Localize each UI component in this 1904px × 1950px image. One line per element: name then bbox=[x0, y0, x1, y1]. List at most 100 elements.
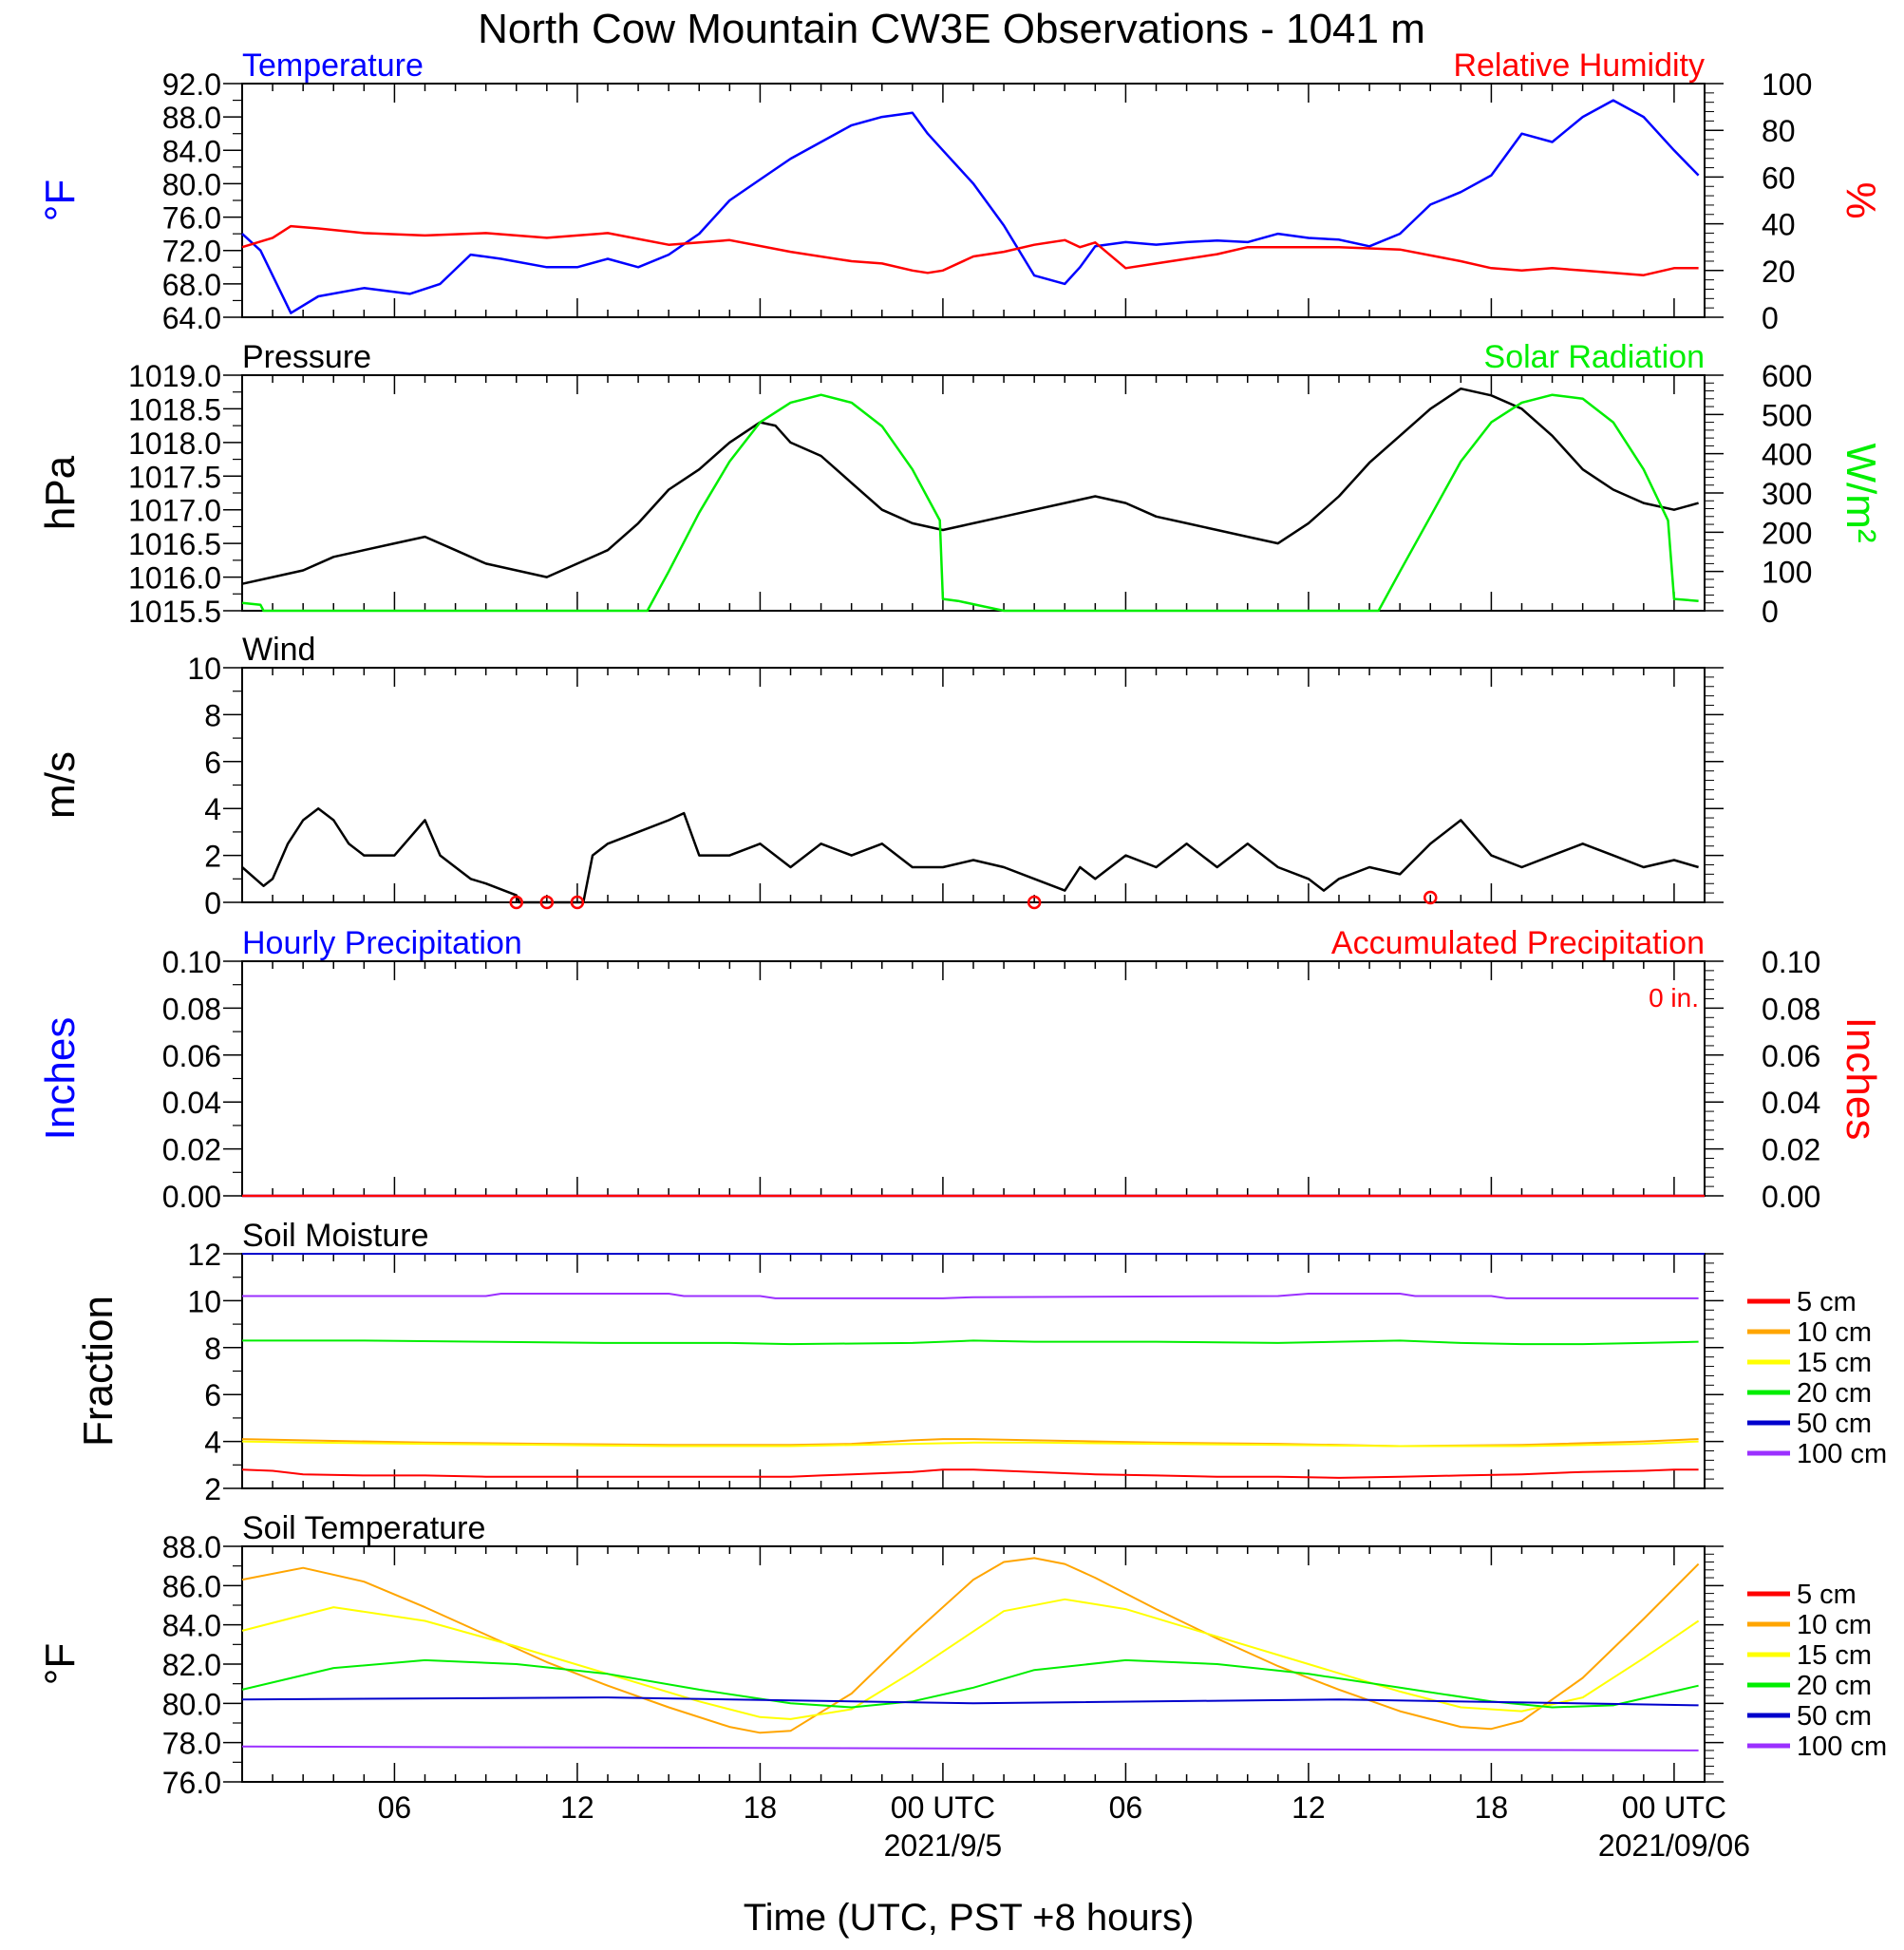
y-left-tick-label: 80.0 bbox=[162, 167, 221, 201]
y-left-tick-label: 10 bbox=[187, 652, 221, 686]
x-tick-label: 12 bbox=[1291, 1790, 1326, 1825]
plot-frame bbox=[241, 1253, 1706, 1489]
y-right-tick-label: 0.04 bbox=[1762, 1086, 1820, 1120]
y-left-tick-label: 1018.0 bbox=[128, 426, 221, 461]
x-tick-label: 18 bbox=[1475, 1790, 1509, 1825]
plot-frame bbox=[241, 667, 1706, 903]
y-right-tick-label: 0 bbox=[1762, 595, 1779, 629]
y-right-tick-label: 0.02 bbox=[1762, 1133, 1820, 1167]
y-right-tick-label: 0.08 bbox=[1762, 992, 1820, 1026]
y-left-tick-label: 6 bbox=[204, 746, 221, 780]
calm-wind-marker bbox=[509, 895, 523, 910]
y-left-tick-label: 8 bbox=[204, 1332, 221, 1366]
y-left-tick-label: 1019.0 bbox=[128, 359, 221, 393]
legend-label: 5 cm bbox=[1797, 1287, 1857, 1317]
y-right-tick-label: 20 bbox=[1762, 255, 1796, 289]
y-left-tick-label: 88.0 bbox=[162, 1530, 221, 1564]
y-left-axis-label: °F bbox=[37, 1643, 84, 1685]
series-line-wind bbox=[241, 806, 1699, 904]
x-tick-label: 06 bbox=[1109, 1790, 1143, 1825]
panel-left-title: Pressure bbox=[242, 339, 371, 375]
calm-wind-marker bbox=[1027, 895, 1042, 910]
y-right-tick-label: 60 bbox=[1762, 161, 1796, 195]
plot-frame bbox=[241, 960, 1706, 1197]
y-left-tick-label: 64.0 bbox=[162, 301, 221, 335]
x-tick-label: 00 UTC bbox=[1622, 1790, 1726, 1825]
y-left-axis-label: Fraction bbox=[75, 1296, 122, 1447]
y-right-tick-label: 40 bbox=[1762, 208, 1796, 242]
y-left-axis-label: °F bbox=[37, 180, 84, 221]
legend-label: 100 cm bbox=[1797, 1732, 1887, 1762]
y-left-tick-label: 76.0 bbox=[162, 201, 221, 236]
y-left-tick-label: 0.02 bbox=[162, 1133, 221, 1167]
series-line-relative-humidity bbox=[241, 224, 1699, 276]
y-left-tick-label: 86.0 bbox=[162, 1569, 221, 1603]
panel-right-title: Solar Radiation bbox=[1484, 339, 1705, 375]
y-right-tick-label: 600 bbox=[1762, 359, 1812, 393]
y-right-tick-label: 0.06 bbox=[1762, 1039, 1820, 1073]
y-right-tick-label: 0.00 bbox=[1762, 1180, 1820, 1214]
y-left-tick-label: 8 bbox=[204, 698, 221, 732]
legend-label: 10 cm bbox=[1797, 1317, 1872, 1348]
y-right-tick-label: 100 bbox=[1762, 67, 1812, 102]
y-left-axis-label: hPa bbox=[37, 455, 84, 530]
y-right-tick-label: 80 bbox=[1762, 114, 1796, 148]
series-line-10-cm bbox=[241, 1557, 1700, 1734]
plot-frame bbox=[241, 374, 1706, 612]
figure-title: North Cow Mountain CW3E Observations - 1… bbox=[478, 6, 1425, 52]
y-right-tick-label: 400 bbox=[1762, 438, 1812, 472]
panel-soil_temp: 76.0 78.0 80.0 82.0 84.0 86.0 88.0 Soil Tempera… bbox=[37, 1510, 1887, 1800]
series-line-5-cm bbox=[241, 1468, 1699, 1479]
x-tick-label: 18 bbox=[744, 1790, 778, 1825]
y-left-tick-label: 80.0 bbox=[162, 1687, 221, 1721]
x-date-label: 2021/9/5 bbox=[884, 1828, 1003, 1863]
y-left-tick-label: 1017.0 bbox=[128, 494, 221, 528]
series-line-100-cm bbox=[242, 1293, 1699, 1299]
y-left-tick-label: 0.00 bbox=[162, 1180, 221, 1214]
x-axis: Time (UTC, PST +8 hours) 06 12 18 00 UTC202… bbox=[378, 1790, 1750, 1939]
y-left-tick-label: 4 bbox=[204, 1426, 221, 1460]
y-right-axis-label: W/m² bbox=[1838, 443, 1884, 542]
panel-left-title: Soil Temperature bbox=[242, 1510, 485, 1546]
legend-label: 20 cm bbox=[1797, 1671, 1872, 1701]
y-left-tick-label: 6 bbox=[204, 1378, 221, 1412]
x-tick-label: 00 UTC bbox=[891, 1790, 995, 1825]
series-line-temperature bbox=[241, 99, 1700, 314]
y-left-tick-label: 0.06 bbox=[162, 1039, 221, 1073]
calm-wind-marker bbox=[570, 895, 585, 910]
y-left-tick-label: 1018.5 bbox=[128, 392, 221, 426]
plot-frame bbox=[241, 83, 1706, 318]
y-right-tick-label: 0 bbox=[1762, 301, 1779, 335]
y-left-tick-label: 1016.0 bbox=[128, 561, 221, 596]
legend-label: 50 cm bbox=[1797, 1409, 1872, 1439]
y-left-tick-label: 0.08 bbox=[162, 992, 221, 1026]
series-line-pressure bbox=[241, 387, 1699, 585]
panel-left-title: Temperature bbox=[242, 47, 424, 84]
panel-right-title: Relative Humidity bbox=[1453, 47, 1705, 84]
y-left-tick-label: 10 bbox=[187, 1284, 221, 1318]
legend-label: 50 cm bbox=[1797, 1701, 1872, 1732]
calm-wind-marker bbox=[1423, 890, 1438, 905]
series-line-15-cm bbox=[241, 1598, 1700, 1720]
legend-label: 5 cm bbox=[1797, 1580, 1857, 1610]
y-left-tick-label: 84.0 bbox=[162, 1609, 221, 1643]
legend-label: 100 cm bbox=[1797, 1439, 1887, 1469]
x-date-label: 2021/09/06 bbox=[1598, 1828, 1750, 1863]
y-left-tick-label: 68.0 bbox=[162, 268, 221, 302]
y-left-tick-label: 92.0 bbox=[162, 67, 221, 102]
y-left-tick-label: 88.0 bbox=[162, 101, 221, 135]
y-left-tick-label: 72.0 bbox=[162, 235, 221, 269]
y-left-tick-label: 12 bbox=[187, 1238, 221, 1272]
y-left-axis-label: Inches bbox=[37, 1017, 84, 1141]
y-left-tick-label: 0 bbox=[204, 886, 221, 920]
y-right-tick-label: 500 bbox=[1762, 398, 1812, 432]
y-left-tick-label: 2 bbox=[204, 1472, 221, 1506]
panel-left-title: Wind bbox=[242, 632, 315, 668]
panel-press_solar: 1015.51016.01016.51017.01017.51018.01018… bbox=[37, 339, 1884, 629]
series-line-100-cm bbox=[241, 1745, 1699, 1751]
y-left-tick-label: 84.0 bbox=[162, 134, 221, 168]
